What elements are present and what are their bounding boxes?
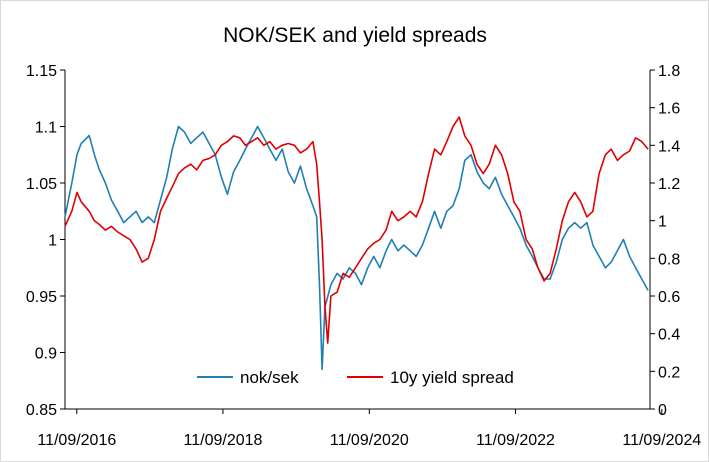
series-line-10y-yield-spread [64, 116, 649, 344]
x-tick-label: 11/09/2016 [37, 432, 116, 449]
x-tick-label: 11/09/2022 [476, 432, 555, 449]
y-tick-label-right: 1.8 [658, 63, 680, 80]
y-tick-label-left: 1 [48, 233, 57, 250]
chart-title: NOK/SEK and yield spreads [223, 24, 487, 47]
y-tick-label-right: 1.2 [658, 176, 680, 193]
y-tick-label-right: 0.2 [658, 364, 680, 381]
y-tick-label-right: 1 [658, 214, 667, 231]
y-tick-label-left: 0.85 [26, 402, 57, 419]
x-tick-label: 11/09/2024 [622, 432, 701, 449]
y-tick-label-left: 1.15 [26, 63, 57, 80]
y-tick-label-right: 1.6 [658, 101, 680, 118]
y-tick-label-right: 0.4 [658, 327, 680, 344]
y-tick-label-right: 0.6 [658, 289, 680, 306]
series-layer [64, 116, 649, 371]
y-tick-label-left: 0.9 [35, 346, 57, 363]
y-tick-label-right: 0 [658, 402, 667, 419]
legend-label: nok/sek [240, 368, 299, 387]
y-tick-label-left: 1.1 [35, 120, 57, 137]
y-tick-label-right: 0.8 [658, 251, 680, 268]
axes: 0.85 0.9 0.95 1 1.05 1.1 1.15 0 0.2 0.4 0.6 0.8 1 1.2… [26, 63, 701, 449]
y-tick-label-left: 1.05 [26, 176, 57, 193]
y-tick-label-right: 1.4 [658, 138, 680, 155]
x-tick-label: 11/09/2018 [184, 432, 263, 449]
legend: nok/sek 10y yield spread [197, 368, 514, 387]
x-tick-label: 11/09/2020 [330, 432, 409, 449]
series-line-nok-sek [64, 125, 649, 371]
y-tick-label-left: 0.95 [26, 289, 57, 306]
legend-label: 10y yield spread [390, 368, 514, 387]
